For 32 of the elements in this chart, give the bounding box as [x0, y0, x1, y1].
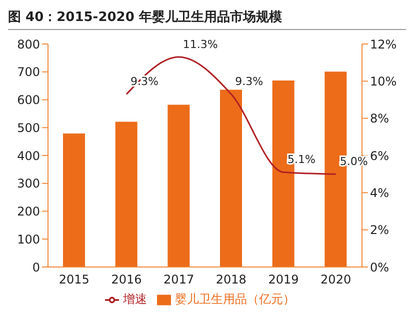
- bar: [168, 104, 190, 267]
- y2-tick-label: 12%: [370, 37, 397, 52]
- y-tick-label: 600: [17, 93, 40, 108]
- bar: [115, 122, 138, 267]
- y2-tick-label: 10%: [370, 74, 397, 88]
- y-tick-label: 500: [17, 120, 40, 135]
- y-tick-label: 300: [17, 176, 40, 191]
- x-tick-label: 2016: [111, 272, 142, 287]
- y2-tick-label: 4%: [370, 186, 390, 200]
- line-series: [126, 56, 337, 175]
- bar: [220, 90, 242, 267]
- y-tick-label: 200: [17, 204, 40, 219]
- y-tick-label: 800: [17, 37, 40, 52]
- bar: [63, 133, 85, 267]
- x-tick-label: 2019: [268, 272, 299, 287]
- x-tick-label: 2017: [164, 272, 194, 287]
- chart-title: 图 40：2015-2020 年婴儿卫生用品市场规模: [8, 8, 406, 30]
- data-label: 9.3%: [235, 75, 264, 88]
- y-tick-label: 100: [17, 232, 40, 246]
- y-tick-label: 700: [17, 65, 40, 80]
- data-label: 11.3%: [182, 38, 218, 52]
- legend-label: 增速: [123, 292, 147, 306]
- x-tick-label: 2020: [320, 272, 352, 287]
- y2-tick-label: 6%: [370, 148, 390, 163]
- y-tick-label: 0: [32, 260, 40, 274]
- legend-label: 婴儿卫生用品（亿元）: [175, 292, 295, 306]
- y-tick-label: 400: [17, 148, 40, 163]
- x-tick-label: 2015: [58, 272, 90, 287]
- x-tick-label: 2018: [216, 272, 246, 287]
- y2-tick-label: 2%: [370, 223, 390, 238]
- y2-tick-label: 8%: [370, 112, 390, 126]
- y2-tick-label: 0%: [370, 260, 390, 274]
